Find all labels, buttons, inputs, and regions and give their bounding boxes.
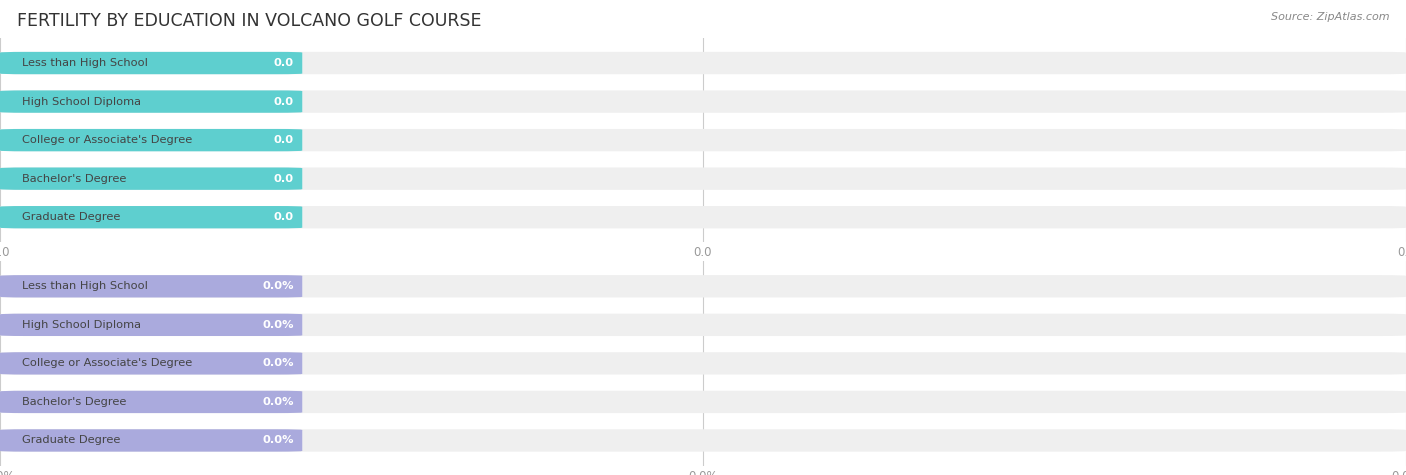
Text: Bachelor's Degree: Bachelor's Degree	[22, 397, 127, 407]
FancyBboxPatch shape	[0, 168, 1406, 190]
Text: College or Associate's Degree: College or Associate's Degree	[22, 358, 193, 369]
Text: 0.0: 0.0	[274, 135, 294, 145]
FancyBboxPatch shape	[0, 352, 302, 375]
Text: 0.0: 0.0	[274, 96, 294, 106]
Text: FERTILITY BY EDUCATION IN VOLCANO GOLF COURSE: FERTILITY BY EDUCATION IN VOLCANO GOLF C…	[17, 12, 481, 30]
FancyBboxPatch shape	[0, 275, 302, 297]
Text: 0.0%: 0.0%	[263, 320, 294, 330]
FancyBboxPatch shape	[7, 169, 302, 189]
FancyBboxPatch shape	[0, 90, 302, 113]
FancyBboxPatch shape	[0, 129, 1406, 152]
FancyBboxPatch shape	[0, 52, 1406, 74]
FancyBboxPatch shape	[7, 353, 302, 373]
Text: 0.0%: 0.0%	[263, 281, 294, 291]
FancyBboxPatch shape	[7, 130, 302, 150]
Text: Graduate Degree: Graduate Degree	[22, 212, 121, 222]
Text: 0.0%: 0.0%	[263, 436, 294, 446]
FancyBboxPatch shape	[0, 168, 302, 190]
Text: Source: ZipAtlas.com: Source: ZipAtlas.com	[1271, 12, 1389, 22]
FancyBboxPatch shape	[7, 392, 302, 412]
Text: Less than High School: Less than High School	[22, 58, 149, 68]
Text: Bachelor's Degree: Bachelor's Degree	[22, 174, 127, 184]
FancyBboxPatch shape	[0, 206, 1406, 228]
Text: 0.0: 0.0	[274, 58, 294, 68]
FancyBboxPatch shape	[0, 429, 302, 452]
Text: Less than High School: Less than High School	[22, 281, 149, 291]
FancyBboxPatch shape	[7, 276, 302, 296]
Text: 0.0%: 0.0%	[263, 358, 294, 369]
FancyBboxPatch shape	[0, 90, 1406, 113]
FancyBboxPatch shape	[0, 352, 1406, 375]
FancyBboxPatch shape	[0, 206, 302, 228]
FancyBboxPatch shape	[0, 314, 1406, 336]
FancyBboxPatch shape	[7, 430, 302, 450]
Text: 0.0: 0.0	[274, 212, 294, 222]
FancyBboxPatch shape	[0, 129, 302, 152]
FancyBboxPatch shape	[0, 275, 1406, 297]
FancyBboxPatch shape	[7, 207, 302, 227]
FancyBboxPatch shape	[0, 52, 302, 74]
Text: 0.0%: 0.0%	[263, 397, 294, 407]
Text: Graduate Degree: Graduate Degree	[22, 436, 121, 446]
FancyBboxPatch shape	[0, 391, 1406, 413]
Text: High School Diploma: High School Diploma	[22, 96, 142, 106]
FancyBboxPatch shape	[7, 53, 302, 73]
Text: College or Associate's Degree: College or Associate's Degree	[22, 135, 193, 145]
FancyBboxPatch shape	[7, 92, 302, 112]
FancyBboxPatch shape	[7, 315, 302, 335]
FancyBboxPatch shape	[0, 314, 302, 336]
Text: High School Diploma: High School Diploma	[22, 320, 142, 330]
FancyBboxPatch shape	[0, 391, 302, 413]
FancyBboxPatch shape	[0, 429, 1406, 452]
Text: 0.0: 0.0	[274, 174, 294, 184]
